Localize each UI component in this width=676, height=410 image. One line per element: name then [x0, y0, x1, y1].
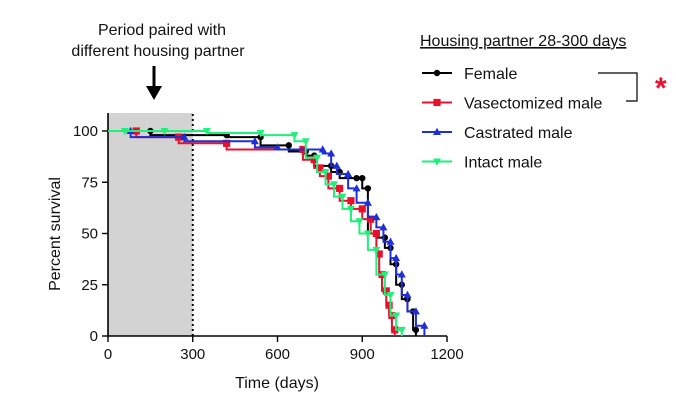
- series-point-castrated-male: [379, 223, 388, 231]
- series-point-intact-male: [372, 246, 381, 255]
- x-tick-label: 300: [180, 346, 205, 363]
- x-tick-label: 900: [350, 346, 375, 363]
- series-point-castrated-male: [411, 307, 420, 315]
- significance-star: *: [655, 72, 667, 105]
- series-point-intact-male: [363, 230, 372, 238]
- series-point-castrated-male: [372, 212, 381, 221]
- series-point-vasectomized-male: [391, 326, 399, 334]
- series-point-vasectomized-male: [375, 250, 383, 258]
- y-tick-label: 0: [90, 328, 98, 345]
- significance-bracket: [598, 72, 638, 102]
- series-point-intact-male: [301, 138, 310, 146]
- series-point-female: [412, 326, 420, 334]
- series-point-vasectomized-male: [385, 301, 393, 309]
- legend-label-female: Female: [464, 66, 517, 83]
- plot-area: 0 300 600 900 1200 0 25 50 75 100: [73, 113, 464, 363]
- y-axis-label: Percent survival: [47, 177, 64, 291]
- series-point-castrated-male: [318, 145, 327, 153]
- series-point-intact-male: [256, 130, 265, 138]
- y-tick-label: 25: [81, 277, 98, 294]
- annotation-line-2: different housing partner: [71, 43, 245, 60]
- series-point-female: [359, 174, 366, 182]
- series-point-castrated-male: [327, 149, 336, 157]
- series-point-intact-male: [330, 181, 338, 189]
- series-point-castrated-male: [397, 270, 406, 278]
- series-point-intact-male: [120, 128, 129, 136]
- series-point-vasectomized-male: [316, 164, 324, 172]
- series-point-intact-male: [386, 292, 395, 300]
- series-line-female: [108, 130, 417, 336]
- series-point-intact-male: [313, 154, 322, 162]
- legend-title: Housing partner 28-300 days: [420, 33, 626, 50]
- annotation-line-1: Period paired with: [98, 22, 226, 39]
- series-point-castrated-male: [392, 253, 401, 262]
- series-point-castrated-male: [250, 137, 259, 145]
- x-axis-label: Time (days): [235, 375, 319, 392]
- series-point-intact-male: [202, 128, 211, 136]
- series-point-castrated-male: [180, 132, 189, 141]
- legend-label-intact-male: Intact male: [464, 155, 542, 172]
- series-point-castrated-male: [420, 321, 429, 329]
- series-point-female: [285, 142, 292, 149]
- series-point-vasectomized-male: [310, 156, 318, 164]
- x-tick-label: 1200: [430, 346, 463, 363]
- series-point-vasectomized-male: [372, 229, 380, 238]
- series-point-intact-male: [160, 128, 169, 136]
- legend-label-castrated-male: Castrated male: [464, 125, 573, 142]
- series-point-intact-male: [321, 169, 330, 177]
- series-point-castrated-male: [344, 169, 353, 178]
- series-point-castrated-male: [352, 184, 361, 192]
- series-point-intact-male: [397, 326, 406, 335]
- series-point-intact-male: [380, 271, 389, 279]
- series-point-intact-male: [392, 312, 401, 320]
- series-point-vasectomized-male: [367, 215, 375, 223]
- y-tick-label: 75: [81, 174, 98, 191]
- shaded-period-region: [108, 113, 193, 336]
- series-point-castrated-male: [403, 290, 412, 298]
- series-point-intact-male: [290, 132, 299, 140]
- legend: Female Vasectomized male Castrated male Int…: [422, 66, 603, 172]
- legend-label-vasectomized-male: Vasectomized male: [464, 96, 603, 113]
- series-point-intact-male: [355, 218, 364, 226]
- series-point-vasectomized-male: [336, 184, 344, 192]
- series-point-female: [353, 174, 360, 182]
- series-point-vasectomized-male: [382, 287, 390, 295]
- series-point-castrated-male: [386, 237, 395, 245]
- legend-marker-castrated-male: [433, 127, 441, 135]
- legend-marker-female: [433, 69, 441, 77]
- y-tick-label: 100: [73, 123, 98, 140]
- legend-marker-vasectomized-male: [433, 98, 441, 107]
- series-point-intact-male: [346, 205, 355, 214]
- series-point-castrated-male: [273, 143, 282, 151]
- y-tick-label: 50: [81, 226, 98, 243]
- series-point-vasectomized-male: [223, 139, 231, 147]
- x-tick-label: 600: [265, 346, 290, 363]
- x-tick-label: 0: [104, 346, 112, 363]
- series-point-vasectomized-male: [358, 205, 366, 213]
- series-point-vasectomized-male: [347, 197, 355, 205]
- series-point-castrated-male: [363, 198, 372, 206]
- series-line-castrated-male: [108, 130, 426, 336]
- series-point-vasectomized-male: [324, 172, 332, 180]
- series-point-castrated-male: [332, 161, 341, 169]
- legend-marker-intact-male: [433, 158, 441, 166]
- down-arrow-icon: [146, 66, 162, 100]
- series-point-female: [364, 185, 372, 192]
- series-point-intact-male: [338, 193, 347, 201]
